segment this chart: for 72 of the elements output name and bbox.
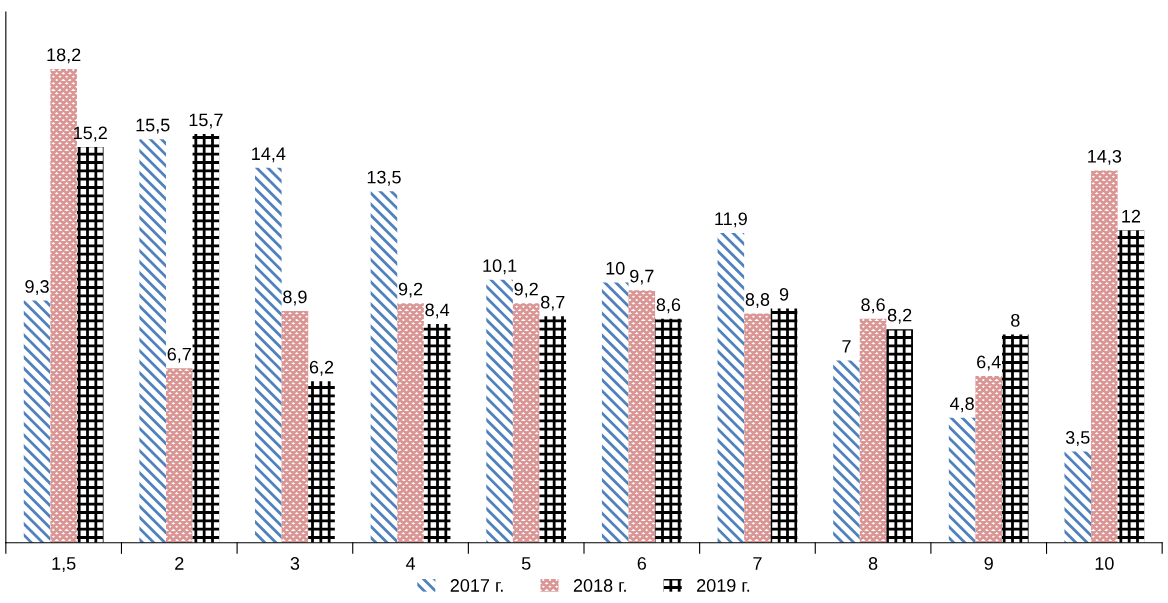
data-label: 14,4 xyxy=(252,147,286,163)
bar xyxy=(717,232,745,543)
data-label: 8,6 xyxy=(861,298,885,314)
data-label: 10 xyxy=(606,261,625,275)
bar xyxy=(139,139,166,543)
data-label: 8,7 xyxy=(541,295,565,311)
bar xyxy=(601,282,629,543)
bar xyxy=(192,133,220,543)
bar xyxy=(975,376,1003,543)
data-label: 8,4 xyxy=(425,303,450,319)
bar xyxy=(486,279,513,543)
bar xyxy=(948,417,976,543)
data-label: 8,8 xyxy=(745,293,770,309)
x-tick-label: 7 xyxy=(753,557,762,570)
x-tick-label: 6 xyxy=(637,557,647,570)
bar xyxy=(255,167,282,543)
x-tick-label: 2 xyxy=(175,557,184,570)
data-label: 6,4 xyxy=(977,355,1001,371)
bar xyxy=(397,303,424,543)
legend-label: 2019 г. xyxy=(697,579,750,592)
data-label: 15,2 xyxy=(74,126,107,142)
data-label: 6,7 xyxy=(167,347,191,363)
data-label: 10,1 xyxy=(483,259,517,275)
x-tick-label: 10 xyxy=(1095,557,1114,570)
bar xyxy=(744,313,771,543)
x-tick-label: 1,5 xyxy=(52,557,76,572)
x-tick-label: 5 xyxy=(521,557,531,570)
bar xyxy=(308,381,335,543)
bar xyxy=(539,316,567,543)
data-label: 9,3 xyxy=(25,280,49,295)
bar xyxy=(770,308,798,543)
x-tick-label: 4 xyxy=(405,557,416,570)
data-label: 9,2 xyxy=(398,282,423,298)
x-tick-label: 8 xyxy=(868,557,878,570)
data-label: 12 xyxy=(1122,209,1141,223)
bar xyxy=(1091,170,1118,543)
data-label: 8,2 xyxy=(887,308,912,324)
data-label: 8,9 xyxy=(283,290,307,306)
data-label: 9,2 xyxy=(514,282,538,298)
bar xyxy=(1117,230,1145,543)
bar xyxy=(886,329,913,543)
x-tick-label: 9 xyxy=(984,557,993,570)
bar xyxy=(1002,334,1029,543)
data-label: 9 xyxy=(779,287,789,301)
bar xyxy=(512,303,540,543)
bar xyxy=(859,318,887,543)
legend-label: 2017 г. xyxy=(450,579,503,592)
data-label: 8,6 xyxy=(656,298,681,314)
bar xyxy=(655,318,682,543)
bar xyxy=(370,191,398,543)
bar xyxy=(76,147,104,543)
bar xyxy=(23,300,51,543)
data-label: 15,7 xyxy=(189,113,223,129)
data-label: 11,9 xyxy=(715,212,747,228)
bar xyxy=(833,360,860,543)
bar xyxy=(281,311,309,543)
data-label: 9,7 xyxy=(630,269,654,285)
data-label: 13,5 xyxy=(367,170,401,186)
data-label: 4,8 xyxy=(949,397,974,413)
bar xyxy=(1064,451,1092,543)
bar xyxy=(628,290,656,543)
bar xyxy=(423,324,451,543)
legend-label: 2018 г. xyxy=(573,579,626,592)
data-label: 7 xyxy=(842,340,851,353)
data-label: 8 xyxy=(1011,313,1020,327)
data-label: 15,5 xyxy=(136,118,170,134)
data-label: 3,5 xyxy=(1065,431,1090,446)
data-label: 18,2 xyxy=(47,48,81,64)
bar xyxy=(165,368,193,543)
x-tick-label: 3 xyxy=(290,557,300,570)
data-label: 14,3 xyxy=(1088,149,1122,165)
data-label: 6,2 xyxy=(309,360,334,376)
